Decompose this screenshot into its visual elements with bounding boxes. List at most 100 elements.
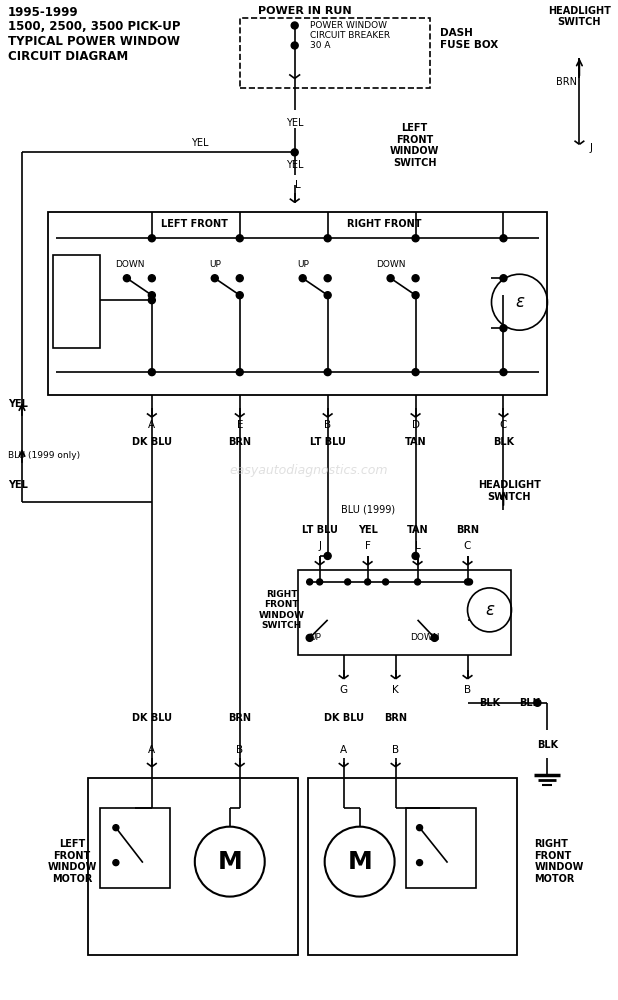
Circle shape xyxy=(307,579,313,585)
Text: 1995-1999: 1995-1999 xyxy=(8,6,78,19)
Circle shape xyxy=(412,369,419,376)
Bar xyxy=(88,778,298,955)
Text: RIGHT
FRONT
WINDOW
MOTOR: RIGHT FRONT WINDOW MOTOR xyxy=(535,839,584,884)
Text: YEL: YEL xyxy=(358,525,378,535)
Text: G: G xyxy=(339,685,348,695)
Bar xyxy=(308,778,517,955)
Text: YEL: YEL xyxy=(286,118,303,128)
Text: B: B xyxy=(464,685,471,695)
Circle shape xyxy=(412,552,419,559)
Circle shape xyxy=(324,369,331,376)
Text: C: C xyxy=(464,541,471,551)
Circle shape xyxy=(324,235,331,242)
Circle shape xyxy=(324,292,331,299)
Text: B: B xyxy=(324,420,331,430)
Text: RIGHT
FRONT
WINDOW
SWITCH: RIGHT FRONT WINDOW SWITCH xyxy=(259,590,305,630)
Circle shape xyxy=(316,579,323,585)
Text: YEL: YEL xyxy=(286,160,303,170)
Circle shape xyxy=(324,275,331,282)
Text: F: F xyxy=(365,541,371,551)
Text: UP: UP xyxy=(297,260,308,269)
Text: BLK: BLK xyxy=(537,740,558,750)
Text: YEL: YEL xyxy=(8,399,28,409)
Text: UP: UP xyxy=(310,633,321,642)
Text: HEADLIGHT
SWITCH: HEADLIGHT SWITCH xyxy=(478,480,541,502)
Circle shape xyxy=(236,369,243,376)
Text: L: L xyxy=(415,541,420,551)
Circle shape xyxy=(148,235,155,242)
Text: BLU (1999): BLU (1999) xyxy=(341,505,395,515)
Bar xyxy=(298,570,512,655)
Circle shape xyxy=(417,825,423,831)
Text: ε: ε xyxy=(485,601,494,619)
Text: BRN: BRN xyxy=(228,713,252,723)
Bar xyxy=(240,18,430,88)
Circle shape xyxy=(431,634,438,641)
Circle shape xyxy=(113,825,119,831)
Circle shape xyxy=(500,325,507,332)
Text: D: D xyxy=(412,420,420,430)
Circle shape xyxy=(148,369,155,376)
Text: A: A xyxy=(148,745,155,755)
Text: BRN: BRN xyxy=(456,525,479,535)
Circle shape xyxy=(124,275,130,282)
Circle shape xyxy=(500,235,507,242)
Circle shape xyxy=(465,579,470,585)
Text: DOWN: DOWN xyxy=(115,260,145,269)
Circle shape xyxy=(467,579,473,585)
Text: ε: ε xyxy=(515,293,524,311)
Circle shape xyxy=(500,369,507,376)
Text: BLK: BLK xyxy=(493,437,514,447)
Circle shape xyxy=(387,275,394,282)
Text: HEADLIGHT
SWITCH: HEADLIGHT SWITCH xyxy=(548,6,611,27)
Text: DASH
FUSE BOX: DASH FUSE BOX xyxy=(439,28,498,50)
Text: easyautodiagnostics.com: easyautodiagnostics.com xyxy=(229,464,388,477)
Text: TAN: TAN xyxy=(407,525,428,535)
Text: DK BLU: DK BLU xyxy=(132,713,172,723)
Circle shape xyxy=(291,42,298,49)
Text: LT BLU: LT BLU xyxy=(302,525,337,535)
Bar xyxy=(405,808,475,888)
Circle shape xyxy=(148,275,155,282)
Text: POWER IN RUN: POWER IN RUN xyxy=(258,6,352,16)
Text: BRN: BRN xyxy=(228,437,252,447)
Circle shape xyxy=(417,860,423,866)
Circle shape xyxy=(236,275,243,282)
Text: DOWN: DOWN xyxy=(376,260,405,269)
Bar xyxy=(48,212,548,395)
Circle shape xyxy=(113,860,119,866)
Text: BLK: BLK xyxy=(480,698,501,708)
Text: DK BLU: DK BLU xyxy=(132,437,172,447)
Text: BLK: BLK xyxy=(520,698,541,708)
Text: DOWN: DOWN xyxy=(410,633,439,642)
Circle shape xyxy=(211,275,218,282)
Text: M: M xyxy=(218,850,242,874)
Circle shape xyxy=(299,275,306,282)
Circle shape xyxy=(291,149,298,156)
Text: RIGHT FRONT: RIGHT FRONT xyxy=(347,219,422,229)
Circle shape xyxy=(148,292,155,299)
Circle shape xyxy=(345,579,350,585)
Text: TAN: TAN xyxy=(405,437,426,447)
Text: C: C xyxy=(500,420,507,430)
Text: 1500, 2500, 3500 PICK-UP: 1500, 2500, 3500 PICK-UP xyxy=(8,20,180,33)
Text: B: B xyxy=(236,745,243,755)
Text: J: J xyxy=(318,541,321,551)
Text: LEFT FRONT: LEFT FRONT xyxy=(161,219,228,229)
Text: J: J xyxy=(590,143,593,153)
Text: A: A xyxy=(148,420,155,430)
Text: A: A xyxy=(340,745,347,755)
Circle shape xyxy=(412,235,419,242)
Text: E: E xyxy=(237,420,243,430)
Circle shape xyxy=(415,579,421,585)
Text: B: B xyxy=(392,745,399,755)
Text: TYPICAL POWER WINDOW: TYPICAL POWER WINDOW xyxy=(8,35,180,48)
Circle shape xyxy=(291,22,298,29)
Text: LT BLU: LT BLU xyxy=(310,437,345,447)
Circle shape xyxy=(534,699,541,706)
Circle shape xyxy=(236,292,243,299)
Circle shape xyxy=(306,634,313,641)
Text: YEL: YEL xyxy=(191,138,208,148)
Text: POWER WINDOW
CIRCUIT BREAKER
30 A: POWER WINDOW CIRCUIT BREAKER 30 A xyxy=(310,21,390,50)
Circle shape xyxy=(236,235,243,242)
